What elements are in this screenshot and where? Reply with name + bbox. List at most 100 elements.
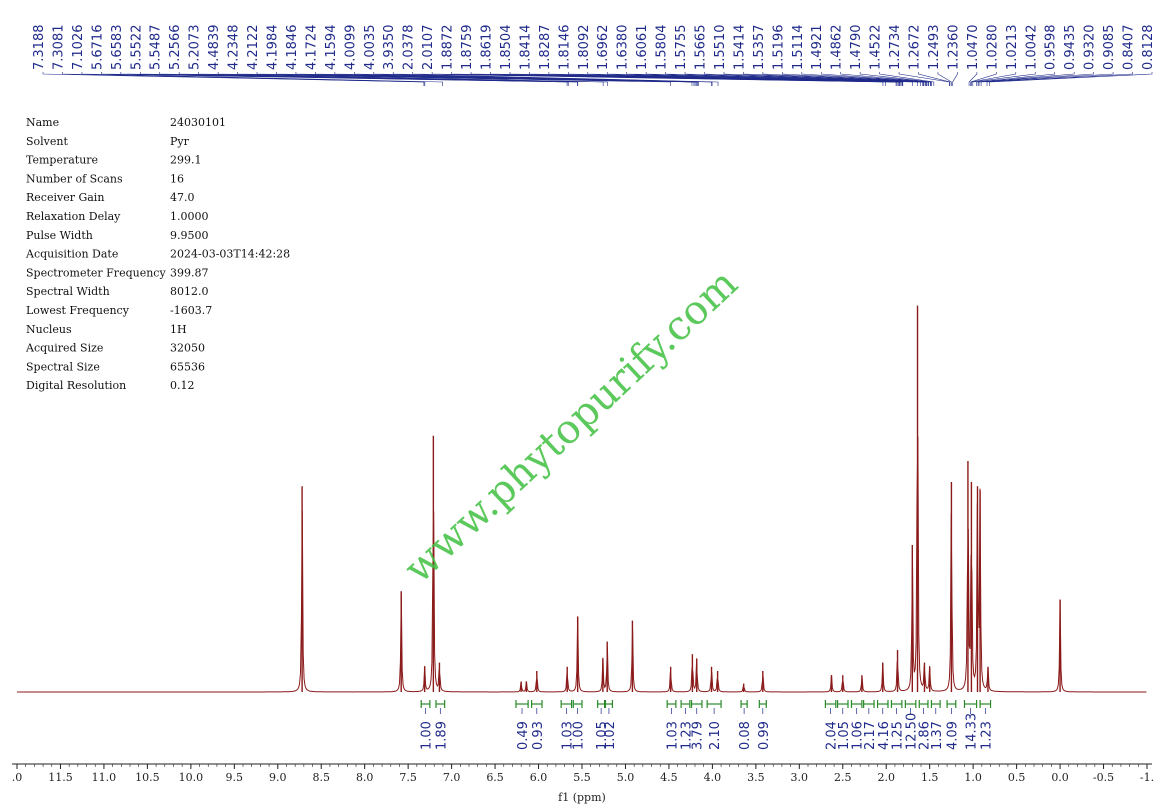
integral-value: 1.05 — [837, 721, 852, 750]
integral-value: 2.10 — [708, 721, 723, 750]
integral-value: 1.02 — [603, 721, 618, 750]
param-value: 2024-03-03T14:42:28 — [170, 248, 290, 261]
peak-label: 1.0042 — [1024, 25, 1039, 71]
integral-value: 1.89 — [434, 721, 449, 750]
peak-label: 1.5414 — [732, 25, 747, 71]
peak-label-connector — [587, 72, 904, 86]
x-axis-label: f1 (ppm) — [558, 791, 606, 804]
param-label: Relaxation Delay — [26, 210, 121, 223]
integral-region: 1.37 — [930, 700, 945, 750]
peak-label: 0.8407 — [1122, 25, 1137, 71]
param-label: Name — [26, 116, 59, 129]
peak-label-connector — [217, 72, 671, 86]
param-value: 399.87 — [170, 266, 209, 279]
param-value: 16 — [170, 172, 184, 185]
param-value: 1.0000 — [170, 210, 209, 223]
integral-region: 0.99 — [757, 700, 772, 750]
integral-region: 1.03 — [560, 700, 575, 750]
integral-value: 2.17 — [863, 721, 878, 750]
x-tick-label: 2.5 — [834, 771, 852, 784]
integral-value: 1.23 — [679, 721, 694, 750]
acquisition-parameters: Name 24030101 Solvent Pyr Temperature 299.1 Nu… — [25, 116, 290, 392]
peak-label: 7.1026 — [71, 25, 86, 71]
peak-label: 0.9320 — [1083, 25, 1098, 71]
peak-label-connector — [704, 72, 925, 86]
peak-label-connector — [879, 72, 935, 86]
peak-label-connector — [334, 72, 699, 86]
param-label: Spectral Size — [26, 360, 100, 373]
peak-label: 1.5114 — [791, 25, 806, 71]
peak-label-connector — [968, 72, 978, 86]
x-tick-label: 9.0 — [269, 771, 287, 784]
param-label: Digital Resolution — [26, 379, 126, 392]
param-label: Acquisition Date — [25, 248, 118, 261]
integral-region: 3.79 — [691, 700, 706, 750]
x-tick-label: 10.0 — [179, 771, 204, 784]
integral-region: 14.33 — [963, 700, 980, 750]
integral-value: 0.93 — [531, 721, 546, 750]
peak-label-connector — [81, 72, 443, 86]
param-value: 65536 — [170, 360, 205, 373]
integral-value: 1.05 — [595, 721, 610, 750]
integral-value: 1.25 — [891, 721, 906, 750]
param-value: Pyr — [170, 135, 190, 148]
integral-value: 1.00 — [420, 721, 435, 750]
param-label: Number of Scans — [26, 172, 123, 185]
peak-label-connector — [626, 72, 918, 86]
peak-label: 1.8414 — [518, 25, 533, 71]
integral-region: 1.02 — [603, 700, 618, 750]
peak-label-connector — [937, 72, 952, 86]
peak-label-connector — [989, 72, 1153, 86]
peak-label: 7.3188 — [32, 25, 47, 71]
peak-label: 1.8146 — [557, 25, 572, 71]
peak-label: 1.8092 — [577, 25, 592, 71]
peak-label-connector — [952, 72, 958, 86]
peak-label: 4.1594 — [324, 25, 339, 71]
integral-region: 1.00 — [420, 700, 435, 750]
peak-label-connector — [159, 72, 579, 86]
integral-value: 0.08 — [738, 721, 753, 750]
peak-label: 1.5510 — [713, 25, 728, 71]
peak-label: 1.6061 — [635, 25, 650, 71]
peak-label: 1.4921 — [810, 25, 825, 71]
integral-layer: 1.00 1.89 0.49 0.93 1.031.00 1.051.02 1.031.23… — [420, 700, 994, 750]
integral-region: 1.23 — [679, 700, 694, 750]
spectrum-line — [17, 436, 1147, 693]
peak-label-connector — [198, 72, 608, 86]
peak-label: 1.6962 — [596, 25, 611, 71]
peak-label-connector — [62, 72, 426, 86]
peak-label: 2.0378 — [402, 25, 417, 71]
x-tick-label: 4.0 — [704, 771, 722, 784]
peak-label: 1.5196 — [771, 25, 786, 71]
peak-label-connector — [392, 72, 719, 86]
x-tick-label: 10.5 — [135, 771, 160, 784]
integral-value: 2.86 — [918, 721, 933, 750]
integral-value: 4.16 — [877, 721, 892, 750]
integral-value: 2.04 — [825, 721, 840, 750]
x-tick-label: 6.5 — [486, 771, 504, 784]
param-value: 299.1 — [170, 154, 202, 167]
peak-label-connector — [980, 72, 1114, 86]
integral-region: 1.25 — [891, 700, 906, 750]
param-label: Temperature — [26, 154, 98, 167]
integral-region: 1.03 — [666, 700, 681, 750]
x-tick-label: -1. — [1140, 771, 1154, 784]
peak-label: 0.8128 — [1141, 25, 1156, 71]
integral-region: 2.10 — [706, 700, 723, 750]
peak-label: 1.5755 — [674, 25, 689, 71]
peak-label: 4.0099 — [343, 25, 358, 71]
peak-label: 1.2734 — [888, 25, 903, 71]
peak-label-connector — [986, 72, 1133, 86]
x-tick-label: 8.5 — [312, 771, 330, 784]
peak-label: 7.3081 — [51, 25, 66, 71]
x-tick-label: 6.0 — [530, 771, 548, 784]
peak-label-connector — [976, 72, 1056, 86]
peak-label: 3.9350 — [382, 25, 397, 71]
x-tick-label: 3.5 — [747, 771, 765, 784]
integral-region: 0.08 — [738, 700, 753, 750]
peak-label: 1.8872 — [441, 25, 456, 71]
integral-region: 2.17 — [863, 700, 878, 750]
peak-label: 1.2360 — [946, 25, 961, 71]
peak-label-connector — [972, 72, 1036, 86]
peak-label-connector — [782, 72, 929, 86]
